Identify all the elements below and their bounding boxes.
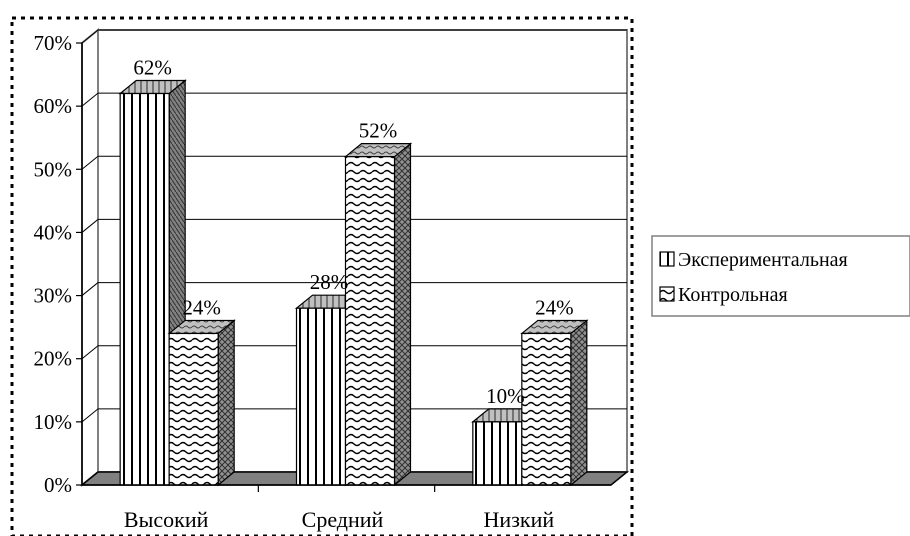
y-tick-label: 50% bbox=[34, 157, 73, 181]
bar-side bbox=[570, 319, 588, 487]
left-wall bbox=[81, 27, 99, 488]
bar-side bbox=[393, 142, 412, 487]
bar bbox=[343, 142, 413, 487]
legend: Экспериментальная Контрольная bbox=[651, 235, 910, 317]
data-label: 24% bbox=[182, 295, 221, 319]
y-axis-ticks: 0% 10% 20% 30% 40% 50% 60% 70% bbox=[34, 31, 83, 497]
y-tick-label: 30% bbox=[34, 284, 73, 308]
bar-front bbox=[119, 92, 170, 486]
y-tick-label: 0% bbox=[44, 473, 72, 497]
gridline-side bbox=[81, 92, 99, 107]
gridline-side bbox=[81, 219, 99, 233]
y-tick-label: 40% bbox=[34, 220, 73, 244]
category-label: Высокий bbox=[124, 507, 209, 532]
bar-front bbox=[295, 307, 347, 486]
y-tick-label: 10% bbox=[34, 410, 73, 434]
gridline-side bbox=[81, 282, 99, 296]
data-label: 62% bbox=[133, 56, 172, 80]
gridline-side bbox=[81, 29, 99, 44]
gridline-side bbox=[81, 345, 99, 360]
legend-label-control: Контрольная bbox=[678, 284, 788, 306]
legend-swatch-experimental bbox=[659, 251, 675, 267]
legend-label-experimental: Экспериментальная bbox=[678, 249, 848, 271]
data-label: 52% bbox=[359, 119, 398, 143]
x-axis-categories: Высокий Средний Низкий bbox=[82, 484, 611, 532]
gridline-side bbox=[81, 408, 99, 423]
bars bbox=[118, 79, 589, 487]
chart-area-border bbox=[10, 16, 634, 536]
y-tick-label: 60% bbox=[34, 94, 73, 118]
category-label: Средний bbox=[302, 507, 384, 532]
data-labels: 62% 24% 28% 52% 10% 24% bbox=[133, 56, 573, 408]
bar bbox=[520, 319, 589, 487]
data-label: 10% bbox=[486, 384, 525, 408]
bar-front bbox=[168, 332, 219, 486]
bar-front bbox=[521, 332, 572, 486]
bar-side bbox=[217, 319, 235, 487]
category-label: Низкий bbox=[484, 507, 555, 532]
bar bbox=[167, 319, 236, 487]
data-label: 24% bbox=[535, 295, 574, 319]
gridline-side bbox=[81, 155, 99, 170]
y-tick-label: 20% bbox=[34, 347, 73, 371]
legend-swatch-control bbox=[659, 286, 675, 302]
legend-box bbox=[651, 235, 910, 317]
bar-front bbox=[472, 421, 523, 486]
data-label: 28% bbox=[310, 270, 349, 294]
y-tick-label: 70% bbox=[34, 31, 73, 55]
bar-front bbox=[344, 156, 396, 486]
